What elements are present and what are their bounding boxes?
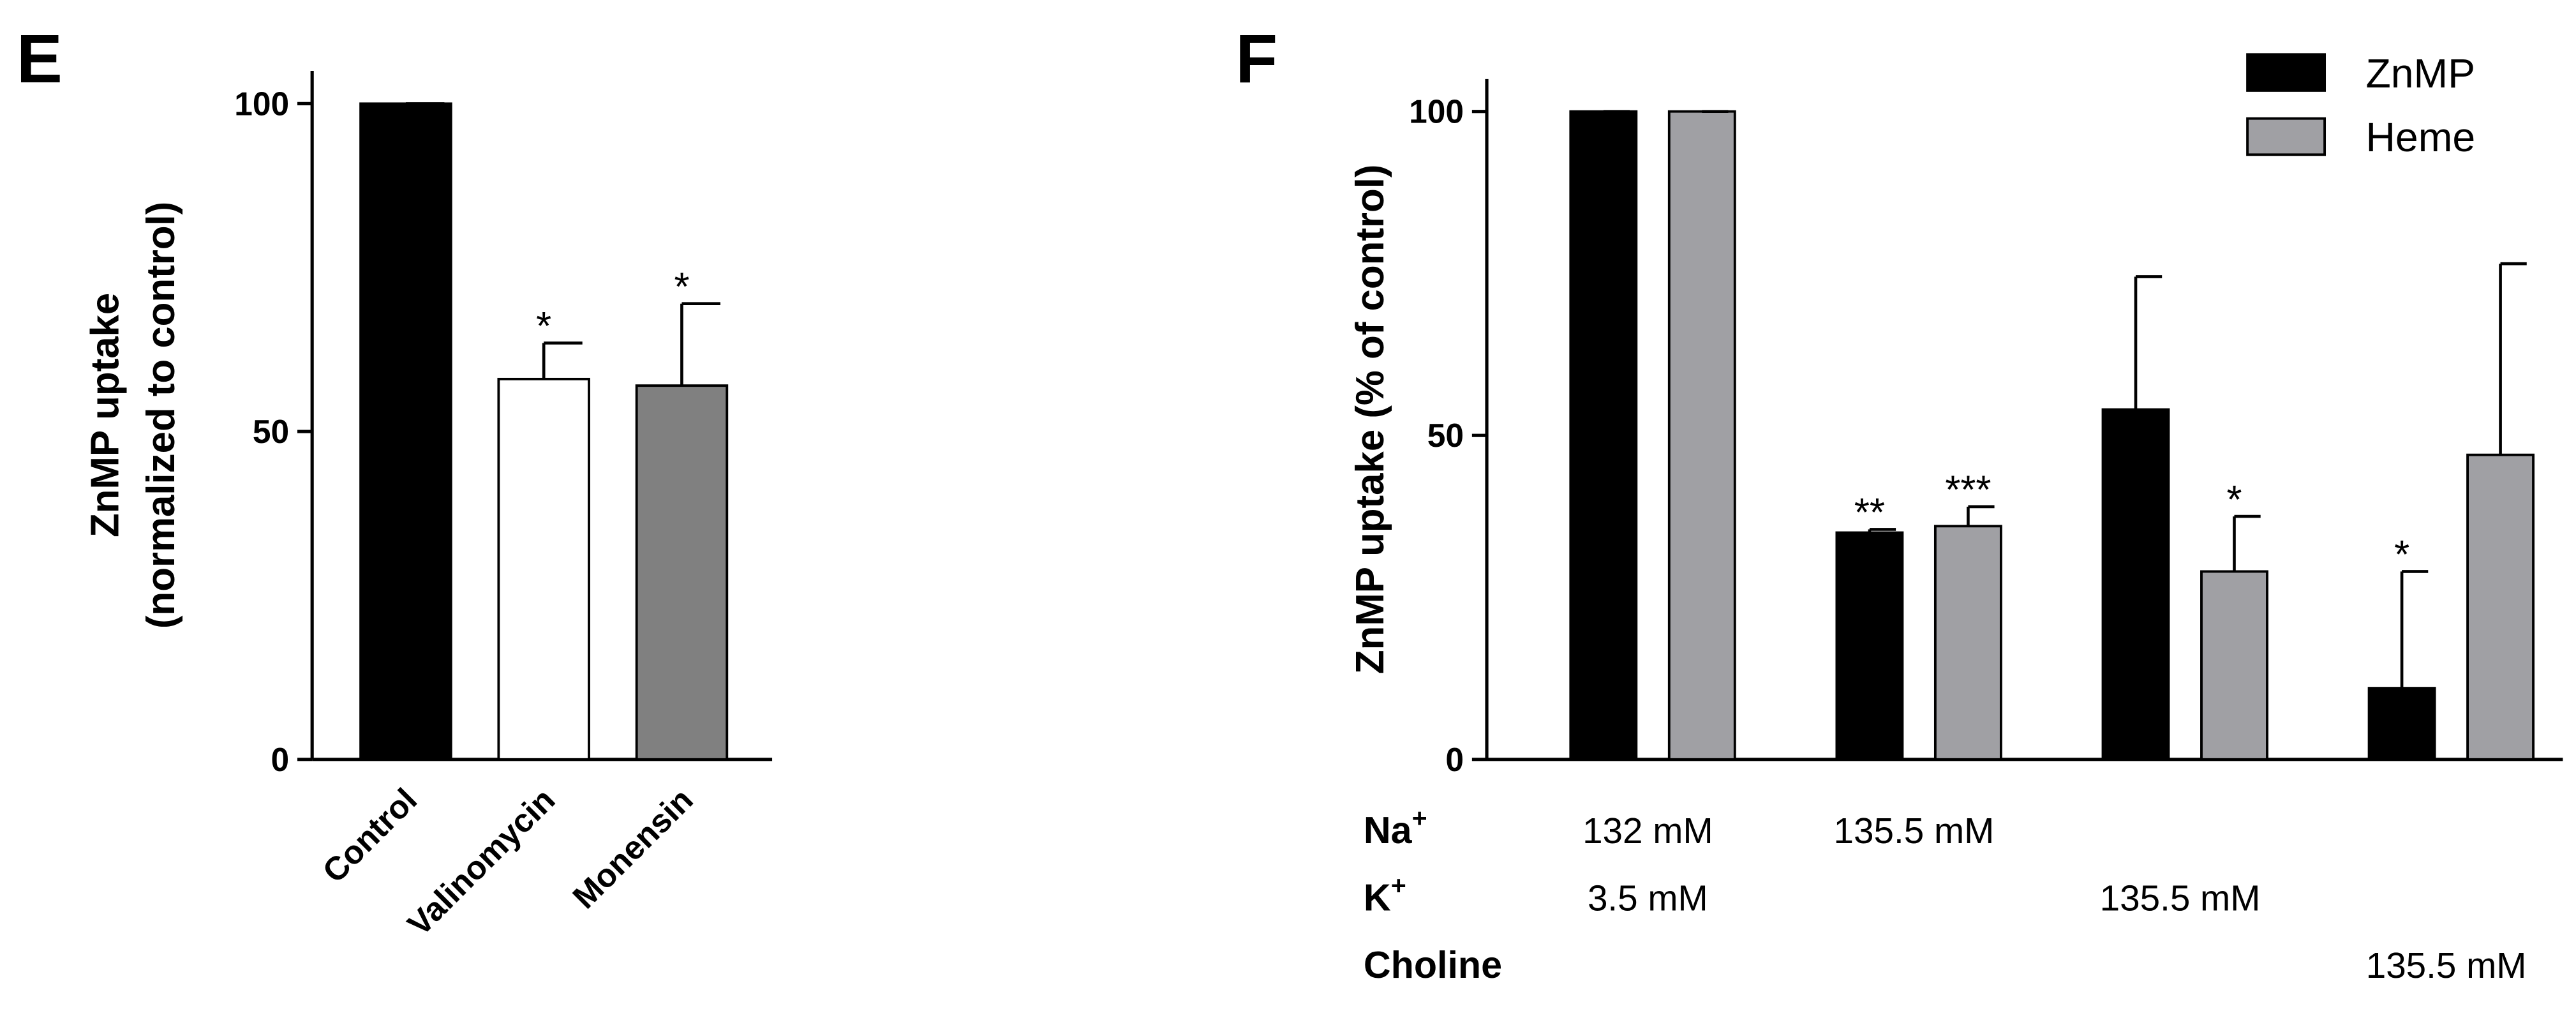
bar [2101,408,2170,761]
error-bar [542,341,583,379]
condition-value: 135.5 mM [1834,811,1995,851]
error-bar [680,302,720,386]
y-tick-label: 50 [253,413,289,450]
condition-name: Na [1364,809,1413,851]
significance-label: * [2394,533,2409,577]
y-tick-label: 100 [1409,93,1464,130]
condition-sup: + [1412,803,1427,832]
condition-label: K+ [1364,871,1406,919]
significance-label: *** [1945,468,1991,513]
significance-label: * [674,266,689,310]
bar [497,377,590,761]
bar [2200,570,2268,761]
condition-sup: + [1391,871,1406,900]
y-tick-label: 0 [1445,741,1464,778]
significance-label: ** [1854,491,1885,535]
panel-label: F [1235,20,1277,97]
error-bar [2400,570,2429,689]
legend-label: ZnMP [2365,50,2475,96]
condition-value: 135.5 mM [2366,946,2527,986]
x-tick-label: Monensin [565,781,700,915]
bar [1569,110,1638,761]
condition-value: 132 mM [1582,811,1713,851]
y-tick-label: 0 [271,741,289,778]
condition-name: Choline [1364,943,1502,986]
condition-value: 3.5 mM [1588,879,1708,919]
significance-label: * [2226,478,2242,522]
bar [1667,110,1736,761]
y-axis-title: ZnMP uptake (% of control) [1348,165,1392,675]
bar [1835,531,1904,761]
error-bar [2233,514,2261,572]
condition-label: Na+ [1364,803,1427,851]
legend-label: Heme [2365,114,2475,160]
x-tick-label: Valinomycin [400,781,562,942]
bar [2466,453,2535,761]
legend-swatch [2246,117,2327,156]
legend-swatch [2246,53,2327,92]
condition-label: Choline [1364,943,1502,986]
y-tick-label: 50 [1427,417,1464,454]
bar [635,384,729,761]
significance-label: * [536,304,551,348]
panel-label: E [17,20,63,97]
error-bar [2499,262,2527,455]
bar [2367,687,2436,761]
y-tick-label: 100 [234,85,289,122]
x-tick-label: Control [315,781,424,889]
bar [359,102,452,761]
condition-name: K [1364,876,1391,919]
y-axis-title: ZnMP uptake [83,293,127,537]
bar [1933,525,2002,761]
error-bar [1967,505,1995,527]
error-bar [1868,528,1896,533]
error-bar [2134,275,2163,410]
condition-value: 135.5 mM [2100,879,2261,919]
y-axis-title: (normalized to control) [139,202,183,629]
